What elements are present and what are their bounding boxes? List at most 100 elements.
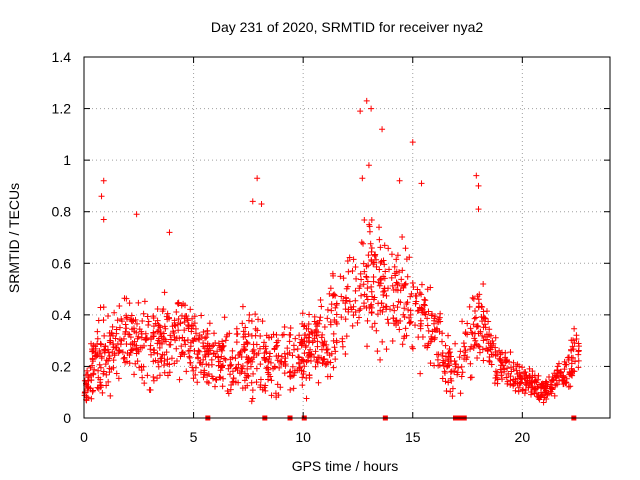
data-point xyxy=(187,359,194,366)
data-point xyxy=(566,354,573,361)
data-point xyxy=(145,318,152,325)
data-point xyxy=(498,359,505,366)
data-point xyxy=(338,314,345,321)
data-point xyxy=(139,374,146,381)
data-point xyxy=(439,352,446,359)
data-point xyxy=(443,387,450,394)
data-point xyxy=(421,302,428,309)
data-point xyxy=(378,275,385,282)
data-point xyxy=(100,216,107,223)
data-point xyxy=(320,342,327,349)
data-point xyxy=(98,193,105,200)
data-point xyxy=(418,281,425,288)
data-point xyxy=(118,337,125,344)
data-point xyxy=(158,358,165,365)
data-point xyxy=(315,320,322,327)
data-point xyxy=(156,322,163,329)
data-point xyxy=(104,346,111,353)
data-point xyxy=(147,386,154,393)
data-point xyxy=(195,355,202,362)
data-point xyxy=(402,245,409,252)
data-point xyxy=(186,353,193,360)
data-point xyxy=(281,323,288,330)
data-point xyxy=(235,361,242,368)
data-point xyxy=(522,369,529,376)
data-point xyxy=(383,292,390,299)
data-point xyxy=(507,373,514,380)
data-point xyxy=(173,358,180,365)
data-point xyxy=(472,314,479,321)
data-point xyxy=(322,361,329,368)
data-point xyxy=(233,339,240,346)
data-point xyxy=(248,318,255,325)
data-point xyxy=(144,372,151,379)
data-point xyxy=(331,344,338,351)
data-point xyxy=(368,308,375,315)
data-point xyxy=(102,361,109,368)
data-point xyxy=(229,354,236,361)
data-point xyxy=(467,325,474,332)
data-point xyxy=(96,361,103,368)
data-point xyxy=(557,368,564,375)
data-point xyxy=(287,325,294,332)
data-point xyxy=(161,289,168,296)
data-point xyxy=(431,317,438,324)
data-point xyxy=(323,347,330,354)
data-point xyxy=(328,307,335,314)
data-point xyxy=(367,240,374,247)
data-point xyxy=(234,330,241,337)
data-point xyxy=(296,332,303,339)
data-point xyxy=(134,335,141,342)
data-point xyxy=(328,301,335,308)
data-point xyxy=(110,357,117,364)
data-point xyxy=(539,382,546,389)
data-point xyxy=(361,268,368,275)
data-point xyxy=(308,329,315,336)
data-point xyxy=(368,283,375,290)
data-point xyxy=(194,379,201,386)
data-point xyxy=(524,377,531,384)
data-point xyxy=(275,392,282,399)
data-point xyxy=(480,314,487,321)
data-point xyxy=(340,275,347,282)
data-point xyxy=(360,260,367,267)
data-point xyxy=(157,331,164,338)
y-tick-label: 0.4 xyxy=(52,307,72,323)
data-point xyxy=(447,388,454,395)
data-point xyxy=(106,365,113,372)
data-point xyxy=(361,300,368,307)
data-point xyxy=(466,303,473,310)
data-point xyxy=(110,340,117,347)
data-point xyxy=(130,317,137,324)
data-point xyxy=(330,272,337,279)
data-point xyxy=(191,335,198,342)
data-point xyxy=(126,300,133,307)
data-point xyxy=(319,360,326,367)
data-point xyxy=(575,351,582,358)
data-point xyxy=(277,384,284,391)
data-point xyxy=(154,340,161,347)
data-point xyxy=(292,335,299,342)
data-point xyxy=(133,211,140,218)
data-point xyxy=(343,297,350,304)
data-point xyxy=(286,349,293,356)
data-point xyxy=(475,206,482,213)
data-point xyxy=(424,342,431,349)
data-point xyxy=(229,347,236,354)
data-point xyxy=(179,349,186,356)
data-point xyxy=(302,344,309,351)
data-point xyxy=(479,318,486,325)
data-point xyxy=(248,398,255,405)
data-point xyxy=(330,364,337,371)
x-tick-label: 15 xyxy=(405,429,421,445)
data-point xyxy=(109,323,116,330)
data-point xyxy=(568,346,574,353)
data-point xyxy=(200,329,207,336)
data-point xyxy=(350,312,357,319)
data-point xyxy=(458,373,465,380)
data-point xyxy=(575,357,582,364)
data-point xyxy=(106,330,113,337)
data-point xyxy=(393,268,400,275)
data-point xyxy=(472,330,479,337)
data-point xyxy=(568,371,575,378)
